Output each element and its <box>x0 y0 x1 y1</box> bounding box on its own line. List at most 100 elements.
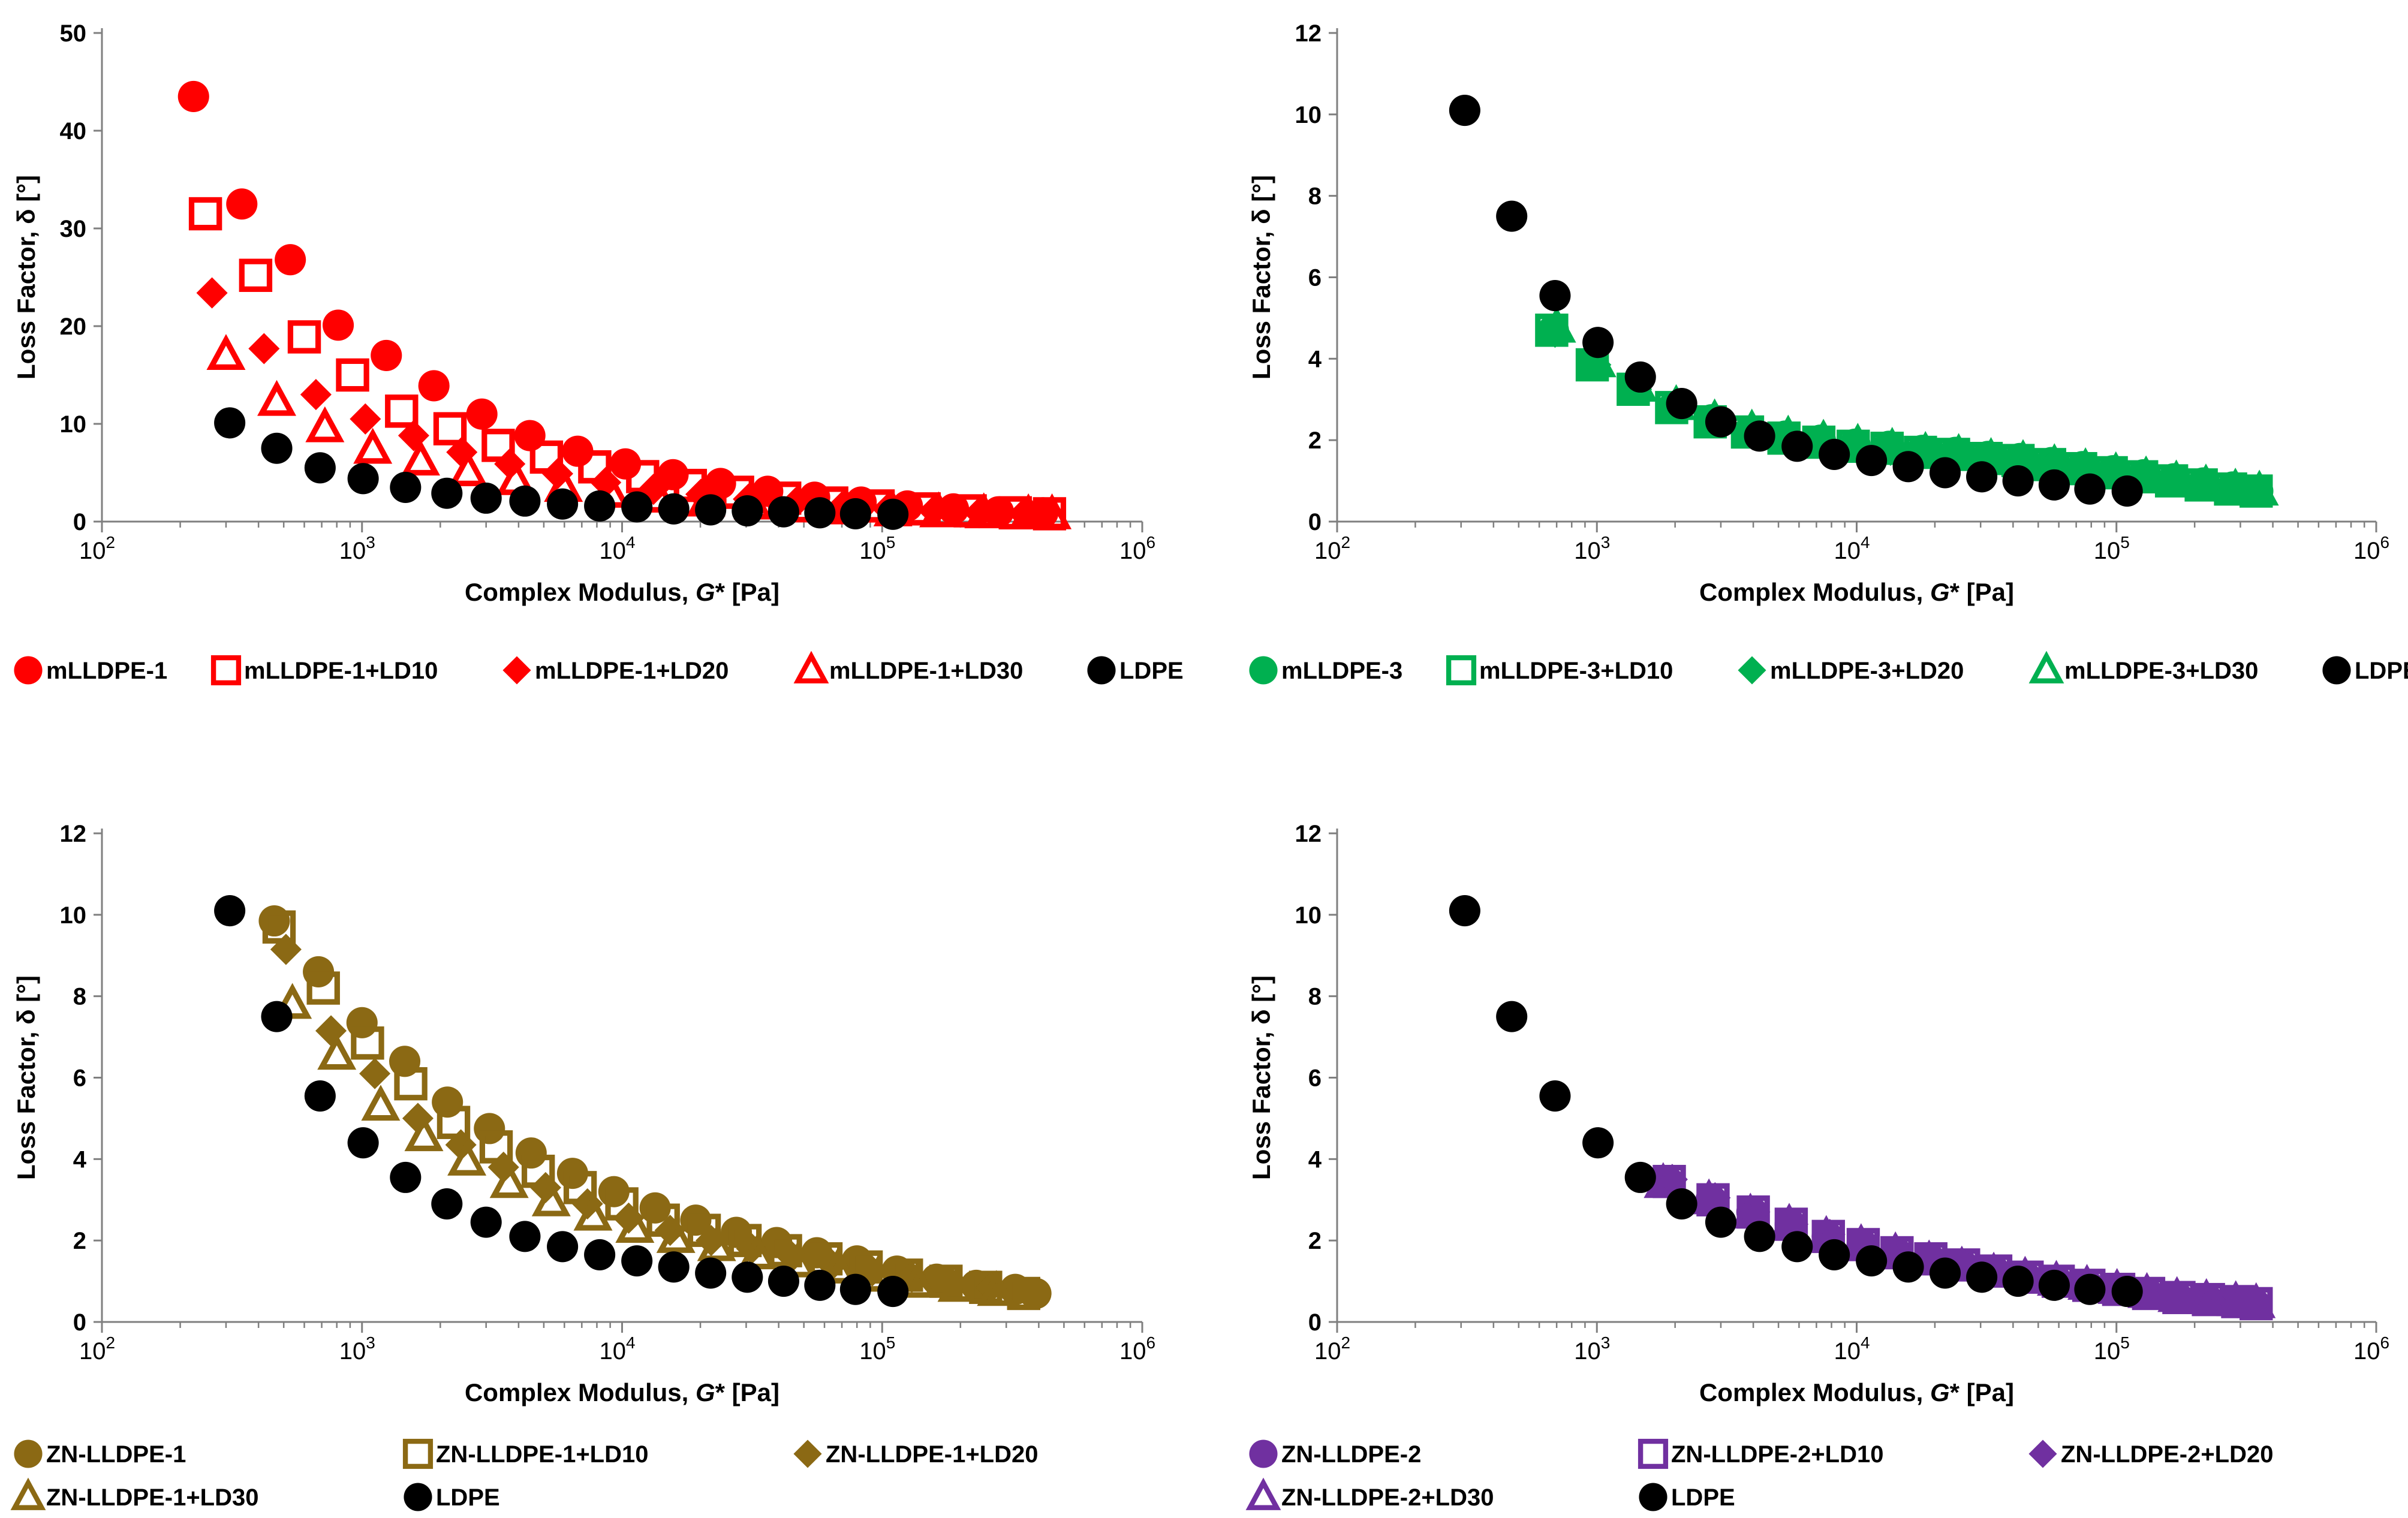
legend-marker <box>14 1439 43 1468</box>
y-tick-label: 4 <box>73 1146 87 1173</box>
data-point <box>695 1257 727 1289</box>
data-point <box>767 1266 799 1297</box>
x-tick-exponent: 4 <box>626 533 636 552</box>
x-tick-base: 10 <box>859 1338 886 1365</box>
data-point <box>1873 427 1912 463</box>
data-point <box>839 1273 871 1305</box>
data-point <box>610 448 642 480</box>
data-point <box>300 379 332 411</box>
x-tick-label: 106 <box>2353 1333 2389 1365</box>
legend-label: mLLDPE-3+LD10 <box>1479 658 1673 684</box>
data-point <box>261 432 293 464</box>
data-point <box>2216 1280 2256 1317</box>
data-point <box>306 971 340 1005</box>
x-tick-base: 10 <box>1119 538 1146 564</box>
data-point <box>1705 406 1737 438</box>
x-tick-exponent: 6 <box>1146 1333 1155 1352</box>
x-axis-title-suffix: * [Pa] <box>715 578 779 606</box>
legend-item: LDPE <box>1087 656 1184 685</box>
legend-item: mLLDPE-1 <box>14 656 167 685</box>
series-mLLDPE-3+LD20 <box>1539 317 2250 505</box>
series-ZN-LLDPE-1+LD30 <box>273 983 1016 1306</box>
data-point <box>270 933 302 965</box>
data-point <box>584 490 616 522</box>
data-point <box>2099 457 2130 489</box>
data-point <box>562 435 594 467</box>
legend-item: ZN-LLDPE-2+LD20 <box>2028 1439 2274 1468</box>
y-tick-label: 20 <box>60 314 87 340</box>
data-point <box>615 1207 655 1243</box>
data-point <box>983 496 1015 528</box>
legend-marker <box>502 656 531 685</box>
legend-item: ZN-LLDPE-1 <box>14 1439 186 1468</box>
y-tick-label: 4 <box>1308 1146 1322 1173</box>
data-point <box>2074 1273 2106 1305</box>
y-tick-label: 6 <box>73 1065 86 1092</box>
legend-item: mLLDPE-1+LD30 <box>793 650 1023 684</box>
legend-marker <box>1087 656 1116 685</box>
data-point <box>336 358 369 392</box>
legend: ZN-LLDPE-1 ZN-LLDPE-1+LD10 ZN-LLDPE-1+LD20… <box>10 1438 1039 1511</box>
x-tick-exponent: 3 <box>1601 1333 1611 1352</box>
y-tick-label: 4 <box>1308 346 1322 372</box>
data-point <box>977 1270 1016 1306</box>
data-point <box>1856 1245 1888 1277</box>
y-axis-title: Loss Factor, δ [°] <box>12 175 40 380</box>
legend-item: mLLDPE-3 <box>1249 656 1402 685</box>
data-point <box>1819 438 1850 470</box>
data-point <box>1892 451 1924 483</box>
data-point <box>1033 493 1072 529</box>
data-point <box>541 458 573 490</box>
series-LDPE <box>1449 895 2143 1308</box>
data-point <box>1819 1239 1850 1270</box>
x-tick-base: 10 <box>1119 1338 1146 1365</box>
legend-marker <box>1249 656 1278 685</box>
legend-item: ZN-LLDPE-2+LD10 <box>1638 1438 1884 1469</box>
data-point <box>509 1221 541 1252</box>
y-tick-label: 8 <box>1308 984 1322 1010</box>
data-point <box>938 493 970 525</box>
x-axis-title-suffix: * [Pa] <box>1950 1378 2014 1406</box>
data-point <box>2216 467 2255 504</box>
data-point <box>481 429 515 462</box>
data-point <box>350 403 381 435</box>
data-point <box>304 452 336 484</box>
data-point <box>371 339 402 371</box>
data-point <box>1582 1127 1614 1159</box>
legend-marker <box>1638 1438 1669 1469</box>
x-tick-exponent: 5 <box>2120 1333 2130 1352</box>
x-tick-base: 10 <box>2094 538 2121 564</box>
data-point <box>196 277 228 309</box>
legend-label: mLLDPE-3+LD20 <box>1770 658 1964 684</box>
legend-label: ZN-LLDPE-1 <box>46 1441 186 1468</box>
data-point <box>2157 1276 2197 1312</box>
data-point <box>877 498 909 530</box>
data-point <box>1539 317 1571 348</box>
x-tick-label: 104 <box>1834 533 1870 564</box>
x-tick-exponent: 2 <box>1341 533 1350 552</box>
legend-item: LDPE <box>1639 1483 1735 1511</box>
data-point <box>2240 469 2279 506</box>
x-tick-label: 104 <box>1834 1333 1870 1365</box>
x-tick-exponent: 5 <box>886 533 896 552</box>
x-axis-title-variable: G <box>696 1378 715 1406</box>
data-point <box>304 1080 336 1112</box>
data-point <box>1929 1257 1961 1289</box>
y-tick-label: 10 <box>60 902 87 929</box>
data-point <box>1966 461 1998 493</box>
legend-marker <box>1446 655 1477 686</box>
x-tick-label: 106 <box>2353 533 2389 564</box>
legend-marker <box>1738 656 1766 685</box>
data-point <box>2126 455 2166 492</box>
data-point <box>697 1225 736 1261</box>
data-point <box>1929 457 1961 489</box>
data-point <box>2038 469 2070 501</box>
series-ZN-LLDPE-1+LD20 <box>270 933 1045 1309</box>
legend-label: mLLDPE-3+LD30 <box>2064 658 2258 684</box>
data-point <box>732 1261 763 1293</box>
legend-marker <box>793 650 829 683</box>
x-tick-base: 10 <box>1314 538 1341 564</box>
data-point <box>177 80 209 112</box>
